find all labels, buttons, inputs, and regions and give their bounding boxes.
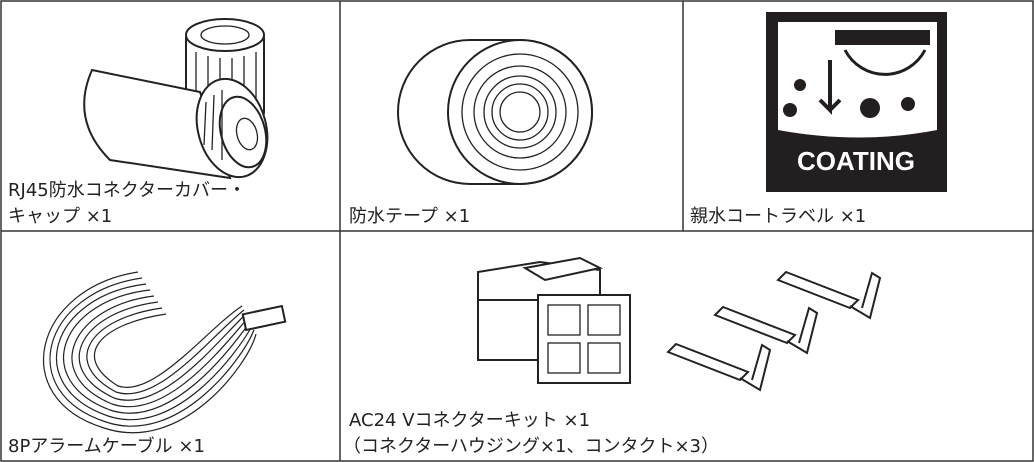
rj45-cap-illustration — [83, 18, 269, 180]
caption: RJ45防水コネクターカバー・ — [8, 180, 246, 201]
caption: 8Pアラームケーブル ×1 — [8, 435, 205, 457]
label-text: COATING — [797, 146, 915, 176]
caption: （コネクターハウジング×1、コンタクト×3） — [343, 436, 719, 457]
tape-illustration — [397, 39, 593, 185]
caption: キャップ ×1 — [8, 206, 112, 227]
caption: 防水テープ ×1 — [349, 206, 470, 227]
caption: AC24 Vコネクターキット ×1 — [349, 410, 590, 431]
connector-kit-illustration — [477, 256, 882, 392]
caption: 親水コートラベル ×1 — [690, 206, 866, 227]
cable-illustration — [43, 271, 287, 434]
coating-label: COATING — [766, 12, 947, 192]
